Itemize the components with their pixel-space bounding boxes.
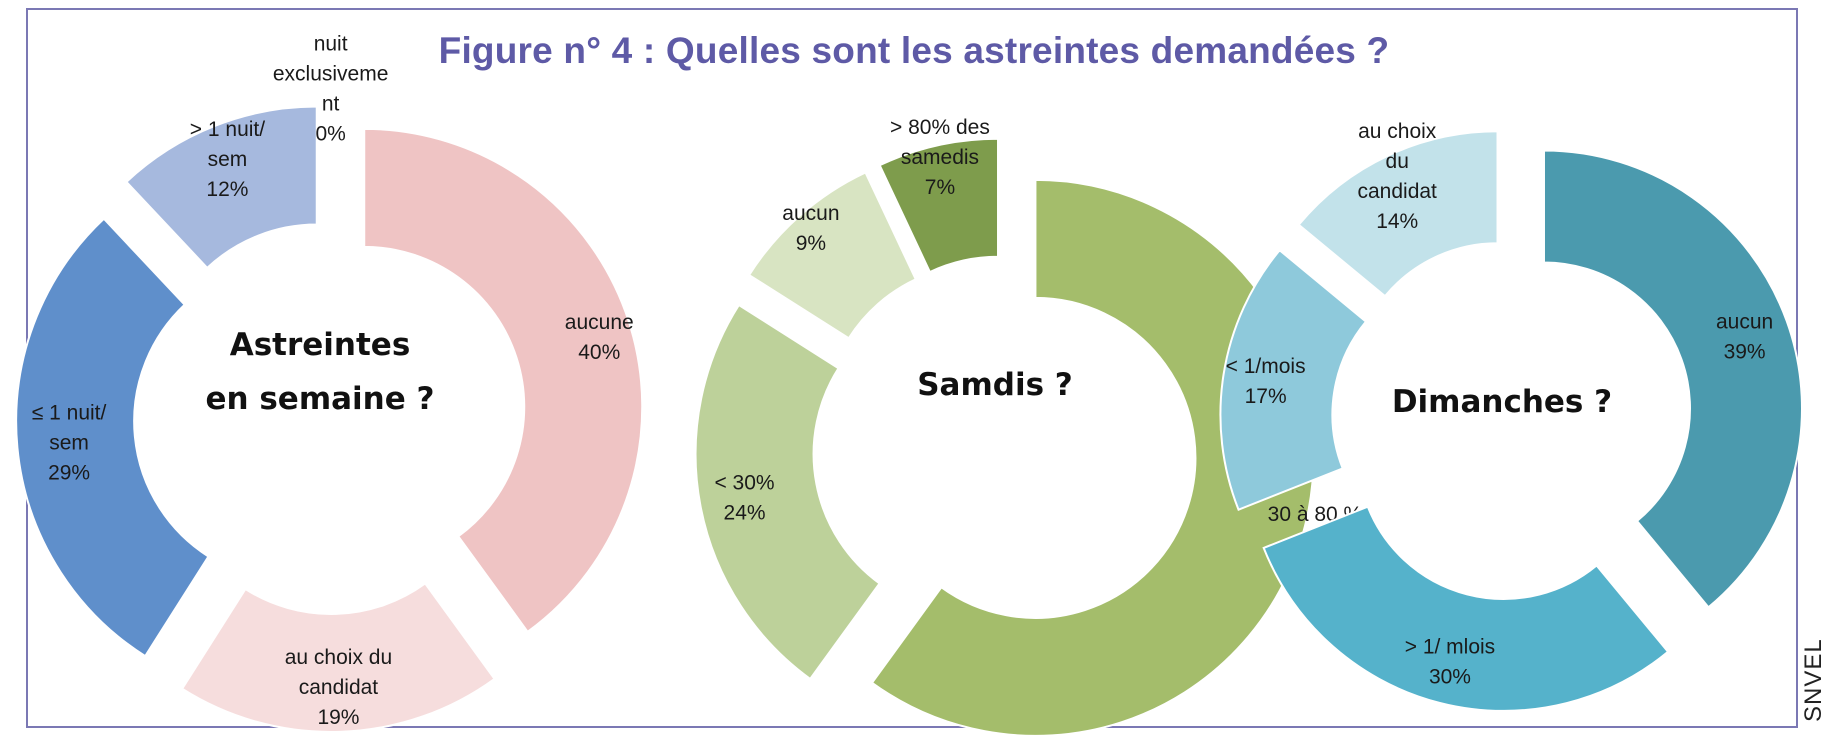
slice-label-line: sem xyxy=(208,148,248,171)
slice-label-line: au choix xyxy=(1358,120,1437,143)
slice-label-line: 12% xyxy=(206,178,248,201)
slice-label: aucune 40% xyxy=(565,311,634,364)
slice-label: > 80% des samedis 7% xyxy=(890,116,990,199)
slice-label-line: 40% xyxy=(578,341,620,364)
slice-label: ≤ 1 nuit/sem 29% xyxy=(32,402,107,485)
donut-chart-dimanches: aucun 39% > 1/ mlois 30% < 1/mois 17% au choix… xyxy=(1219,120,1803,712)
donut-slice xyxy=(1262,505,1670,712)
donut-slice xyxy=(15,217,210,658)
donut-slice xyxy=(1297,130,1499,298)
figure-title: Figure n° 4 : Quelles sont les astreinte… xyxy=(438,30,1390,71)
slice-label-line: candidat xyxy=(1358,180,1438,203)
slice-label-line: 29% xyxy=(48,462,90,485)
slice-label-line: du xyxy=(1386,150,1409,173)
slice-label-line: sem xyxy=(49,432,89,455)
slice-label-line: candidat xyxy=(299,676,379,699)
donut-center-title: Dimanches ? xyxy=(1392,384,1612,420)
slice-label-line: 14% xyxy=(1376,210,1418,233)
slice-label-line: aucun xyxy=(1716,310,1773,333)
slice-label-line: aucune xyxy=(565,311,634,334)
slice-label-line: 7% xyxy=(925,176,955,199)
donut-center-title: Samdis ? xyxy=(917,367,1073,403)
donut-chart-astreintes: aucune 40% au choix du candidat 19% ≤ 1 nuit/… xyxy=(15,32,644,733)
donut-center-title-line: Dimanches ? xyxy=(1392,384,1612,420)
slice-label-line: 9% xyxy=(796,232,826,255)
slice-label-line: < 1/mois xyxy=(1226,355,1306,378)
slice-label-line: exclusiveme xyxy=(273,62,389,85)
slice-label: aucun 9% xyxy=(782,202,839,255)
slice-label-line: 39% xyxy=(1724,340,1766,363)
slice-label: > 1 nuit/sem 12% xyxy=(190,118,265,201)
slice-label-line: nt xyxy=(322,92,340,115)
slice-label-line: > 80% des xyxy=(890,116,990,139)
figure-frame: Figure n° 4 : Quelles sont les astreinte… xyxy=(26,8,1824,728)
slice-label: au choix du candidat 14% xyxy=(1358,120,1438,233)
donut-slice xyxy=(125,105,318,270)
donut-slice xyxy=(1219,248,1368,511)
slice-label-line: samedis xyxy=(901,146,979,169)
slice-label-line: 17% xyxy=(1245,385,1287,408)
donut-slice xyxy=(329,102,333,224)
slice-label-line: au choix du xyxy=(285,646,392,669)
donut-slice xyxy=(1542,149,1803,609)
slice-label: > 1/ mlois 30% xyxy=(1405,636,1495,689)
donut-center-title-line: Astreintes xyxy=(230,327,411,363)
donut-slice xyxy=(363,127,644,634)
slice-label-line: 19% xyxy=(317,706,359,729)
slice-label-line: aucun xyxy=(782,202,839,225)
slice-label-line: > 1 nuit/ xyxy=(190,118,265,141)
slice-label: aucun 39% xyxy=(1716,310,1773,363)
slice-label-line: 30% xyxy=(1429,666,1471,689)
donut-slice xyxy=(878,137,1000,274)
donut-slice xyxy=(747,171,918,340)
donut-center-title: Astreintes en semaine ? xyxy=(205,327,434,417)
slice-label-line: 24% xyxy=(724,502,766,525)
slice-label-line: ≤ 1 nuit/ xyxy=(32,402,107,425)
donut-center-title-line: en semaine ? xyxy=(205,381,434,417)
slice-label-line: nuit xyxy=(314,32,348,55)
slice-label-line: > 1/ mlois xyxy=(1405,636,1495,659)
slice-label: nuit exclusiveme nt 0% xyxy=(273,32,389,145)
slice-label: < 1/mois 17% xyxy=(1226,355,1306,408)
slice-label-line: 0% xyxy=(315,122,345,145)
donut-center-title-line: Samdis ? xyxy=(917,367,1073,403)
slice-label: < 30% 24% xyxy=(714,472,774,525)
donut-slice xyxy=(694,303,881,681)
donut-slice xyxy=(180,582,496,733)
slice-label: au choix du candidat 19% xyxy=(285,646,392,729)
slice-label-line: < 30% xyxy=(714,472,774,495)
